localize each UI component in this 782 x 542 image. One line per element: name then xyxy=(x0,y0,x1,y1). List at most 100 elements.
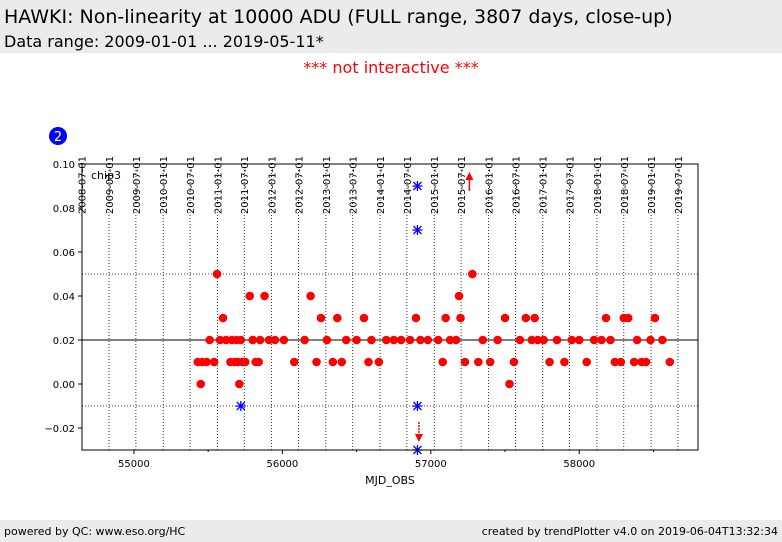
data-point xyxy=(521,313,531,323)
date-tick-label: 2018-07-01 xyxy=(620,156,631,214)
data-point xyxy=(574,335,584,345)
data-point xyxy=(289,357,299,367)
data-point xyxy=(312,357,321,367)
y-tick-label: 0.00 xyxy=(53,380,75,391)
y-tick-label: −0.02 xyxy=(44,424,75,435)
date-tick-label: 2012-01-01 xyxy=(268,156,279,214)
data-point xyxy=(445,335,455,345)
date-tick-label: 2013-07-01 xyxy=(349,156,360,214)
date-tick-label: 2016-01-01 xyxy=(484,156,495,214)
badge-circle xyxy=(49,127,67,145)
outlier-arrow-up xyxy=(465,172,474,191)
data-point xyxy=(316,313,326,323)
data-point xyxy=(530,313,540,323)
data-point xyxy=(221,335,231,345)
date-tick-label: 2016-07-01 xyxy=(511,156,522,214)
plot-number-badge: 2 xyxy=(49,127,67,145)
data-point xyxy=(364,357,373,367)
x-tick-label: 58000 xyxy=(563,459,595,470)
data-point xyxy=(441,313,450,323)
panel-label: chip3 xyxy=(91,169,121,182)
data-point xyxy=(209,357,219,367)
data-point xyxy=(306,291,315,301)
data-point xyxy=(527,335,537,345)
data-point xyxy=(456,313,465,323)
data-point xyxy=(646,335,655,345)
data-point xyxy=(202,357,211,367)
data-point xyxy=(560,357,569,367)
data-point xyxy=(539,335,548,345)
x-tick-label: 56000 xyxy=(266,459,298,470)
data-point xyxy=(545,357,554,367)
y-tick-label: 0.02 xyxy=(53,336,75,347)
data-point xyxy=(333,313,342,323)
date-tick-label: 2013-01-01 xyxy=(322,156,333,214)
data-point xyxy=(352,335,361,345)
data-point xyxy=(300,335,309,345)
data-point xyxy=(245,291,255,301)
data-point xyxy=(341,335,351,345)
data-point xyxy=(505,379,514,389)
data-point xyxy=(279,335,289,345)
data-point xyxy=(533,335,542,345)
date-tick-label: 2015-01-01 xyxy=(430,156,441,214)
y-tick-label: 0.10 xyxy=(53,160,75,171)
data-point xyxy=(454,291,464,301)
data-point xyxy=(601,313,611,323)
data-point xyxy=(509,357,519,367)
data-point xyxy=(322,335,332,345)
data-point xyxy=(641,357,651,367)
data-point xyxy=(367,335,376,345)
data-point xyxy=(381,335,391,345)
date-tick-label: 2010-07-01 xyxy=(186,156,197,214)
date-tick-label: 2011-01-01 xyxy=(213,156,224,214)
asterisk-marker xyxy=(412,181,423,191)
data-point xyxy=(500,313,510,323)
x-axis-label: MJD_OBS xyxy=(365,474,415,487)
data-point xyxy=(438,357,447,367)
data-point xyxy=(254,357,263,367)
data-point xyxy=(623,313,633,323)
data-point xyxy=(478,335,488,345)
x-tick-label: 55000 xyxy=(118,459,150,470)
outlier-arrow-down xyxy=(414,422,423,442)
date-tick-label: 2011-07-01 xyxy=(240,156,251,214)
plot-frame xyxy=(81,163,699,451)
data-point xyxy=(606,335,615,345)
data-point xyxy=(665,357,675,367)
data-point xyxy=(451,335,461,345)
data-point xyxy=(567,335,577,345)
y-tick-label: 0.06 xyxy=(53,248,75,259)
y-axis: −0.02 0.00 0.02 0.04 0.06 0.08 0.10 xyxy=(44,160,82,435)
data-point xyxy=(460,357,470,367)
y-tick-label: 0.04 xyxy=(53,292,75,303)
header-bar: HAWKI: Non-linearity at 10000 ADU (FULL … xyxy=(0,0,782,53)
data-point xyxy=(658,335,667,345)
page-title: HAWKI: Non-linearity at 10000 ADU (FULL … xyxy=(4,6,673,28)
data-point xyxy=(212,269,222,279)
data-point xyxy=(270,335,280,345)
data-point xyxy=(218,313,228,323)
data-point xyxy=(411,313,421,323)
data-point xyxy=(632,335,642,345)
data-point xyxy=(260,291,269,301)
data-point xyxy=(236,335,246,345)
data-point xyxy=(589,335,599,345)
asterisk-marker xyxy=(235,401,246,411)
trend-chart: 2 2008-07-01 2009-01-01 2009-07-01 2010-01-… xyxy=(44,127,699,487)
data-point xyxy=(396,335,406,345)
data-point xyxy=(474,357,483,367)
asterisk-marker xyxy=(412,401,423,411)
data-range-subtitle: Data range: 2009-01-01 ... 2019-05-11* xyxy=(4,32,324,51)
date-tick-label: 2009-07-01 xyxy=(132,156,143,214)
y-tick-label: 0.08 xyxy=(53,204,75,215)
date-tick-label: 2014-07-01 xyxy=(403,156,414,214)
data-point xyxy=(650,313,660,323)
data-point xyxy=(389,335,399,345)
data-point xyxy=(405,335,415,345)
data-point xyxy=(493,335,502,345)
data-point xyxy=(235,379,244,389)
not-interactive-notice: *** not interactive *** xyxy=(303,58,479,77)
data-point xyxy=(582,357,591,367)
date-tick-label: 2018-01-01 xyxy=(593,156,604,214)
